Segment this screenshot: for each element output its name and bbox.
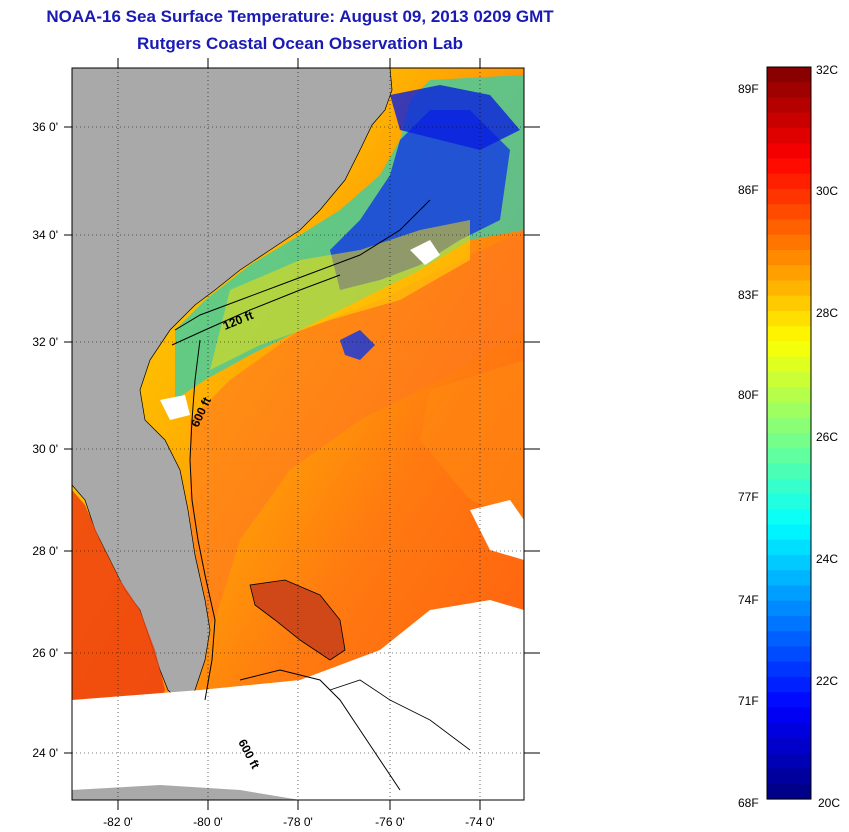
lat-label: 32 0' <box>32 335 58 349</box>
colorbar-band <box>767 478 811 495</box>
colorbar-band <box>767 539 811 556</box>
fahrenheit-label: 71F <box>738 694 759 708</box>
lat-label: 28 0' <box>32 544 58 558</box>
colorbar-band <box>767 494 811 510</box>
colorbar-band <box>767 783 811 800</box>
lon-label: -78 0' <box>283 815 313 829</box>
fahrenheit-label: 83F <box>738 288 759 302</box>
colorbar-band <box>767 402 811 419</box>
lat-label: 34 0' <box>32 228 58 242</box>
lon-label: -74 0' <box>465 815 495 829</box>
colorbar-band <box>767 509 811 526</box>
colorbar-band <box>767 585 811 602</box>
colorbar-band <box>767 707 811 724</box>
celsius-label: 32C <box>816 63 838 77</box>
yellow-transition <box>210 220 470 370</box>
lon-label: -82 0' <box>103 815 133 829</box>
map-title: NOAA-16 Sea Surface Temperature: August … <box>46 7 554 26</box>
celsius-label: 28C <box>816 306 838 320</box>
colorbar-band <box>767 433 811 449</box>
colorbar-band <box>767 143 811 160</box>
colorbar-band <box>767 265 811 282</box>
colorbar-band <box>767 417 811 434</box>
fahrenheit-label: 89F <box>738 82 759 96</box>
colorbar-band <box>767 387 811 404</box>
colorbar-band <box>767 616 811 632</box>
colorbar-band <box>767 234 811 251</box>
colorbar-band <box>767 97 811 114</box>
colorbar-band <box>767 448 811 465</box>
fahrenheit-label: 77F <box>738 490 759 504</box>
celsius-label: 22C <box>816 674 838 688</box>
bahamas-bank <box>249 579 346 661</box>
colorbar-band <box>767 250 811 266</box>
temperature-colorbar: 32C 30C 28C 26C 24C 22C 20C 89F 86F 83F … <box>738 63 840 810</box>
lat-label: 30 0' <box>32 442 58 456</box>
celsius-label: 30C <box>816 184 838 198</box>
colorbar-band <box>767 768 811 785</box>
colorbar-band <box>767 661 811 678</box>
colorbar-band <box>767 753 811 770</box>
map-subtitle: Rutgers Coastal Ocean Observation Lab <box>137 34 463 53</box>
colorbar-band <box>767 82 811 99</box>
isobath-120ft <box>174 199 431 331</box>
blue-patch-south <box>340 330 375 360</box>
fahrenheit-label: 86F <box>738 183 759 197</box>
colorbar-band <box>767 646 811 663</box>
fahrenheit-label: 80F <box>738 388 759 402</box>
colorbar-band <box>767 158 811 175</box>
cloud-patch-north <box>410 240 440 265</box>
colorbar-band <box>767 677 811 693</box>
colorbar-band <box>767 600 811 617</box>
colorbar-frame <box>766 66 812 800</box>
cloud-patch-east <box>470 500 524 560</box>
colorbar-band <box>767 463 811 480</box>
lon-label: -80 0' <box>193 815 223 829</box>
colorbar-band <box>767 356 811 373</box>
celsius-label: 20C <box>818 796 840 810</box>
colorbar-band <box>767 570 811 587</box>
gulf-stream-band <box>190 230 524 640</box>
colorbar-band <box>767 326 811 343</box>
colorbar-band <box>767 112 811 129</box>
lon-label: -76 0' <box>375 815 405 829</box>
colorbar-band <box>767 631 811 648</box>
celsius-label: 26C <box>816 430 838 444</box>
isobath-bahamas <box>239 669 401 791</box>
colorbar-band <box>767 280 811 297</box>
fahrenheit-label: 68F <box>738 796 759 810</box>
colorbar-bands <box>767 67 811 800</box>
celsius-label: 24C <box>816 552 838 566</box>
isobath-600ft <box>171 274 341 701</box>
colorbar-band <box>767 173 811 190</box>
lat-label: 26 0' <box>32 646 58 660</box>
colorbar-band <box>767 67 811 83</box>
colorbar-band <box>767 204 811 221</box>
colorbar-band <box>767 219 811 236</box>
colorbar-band <box>767 372 811 388</box>
colorbar-band <box>767 341 811 358</box>
frame-ticks <box>64 58 540 810</box>
fahrenheit-label: 74F <box>738 593 759 607</box>
colorbar-band <box>767 524 811 541</box>
colorbar-band <box>767 555 811 571</box>
lat-label: 24 0' <box>32 746 58 760</box>
gulf-waters <box>72 490 165 735</box>
colorbar-band <box>767 128 811 144</box>
colorbar-band <box>767 189 811 205</box>
colorbar-band <box>767 311 811 327</box>
colorbar-band <box>767 722 811 739</box>
warm-east-patch <box>420 360 524 520</box>
lat-label: 36 0' <box>32 120 58 134</box>
cloud-patch-mid <box>160 395 190 420</box>
blue-upwelling-2 <box>390 85 520 150</box>
cuba-coast <box>72 785 300 800</box>
colorbar-band <box>767 692 811 709</box>
graticule <box>72 68 524 800</box>
colorbar-band <box>767 738 811 754</box>
colorbar-band <box>767 295 811 312</box>
